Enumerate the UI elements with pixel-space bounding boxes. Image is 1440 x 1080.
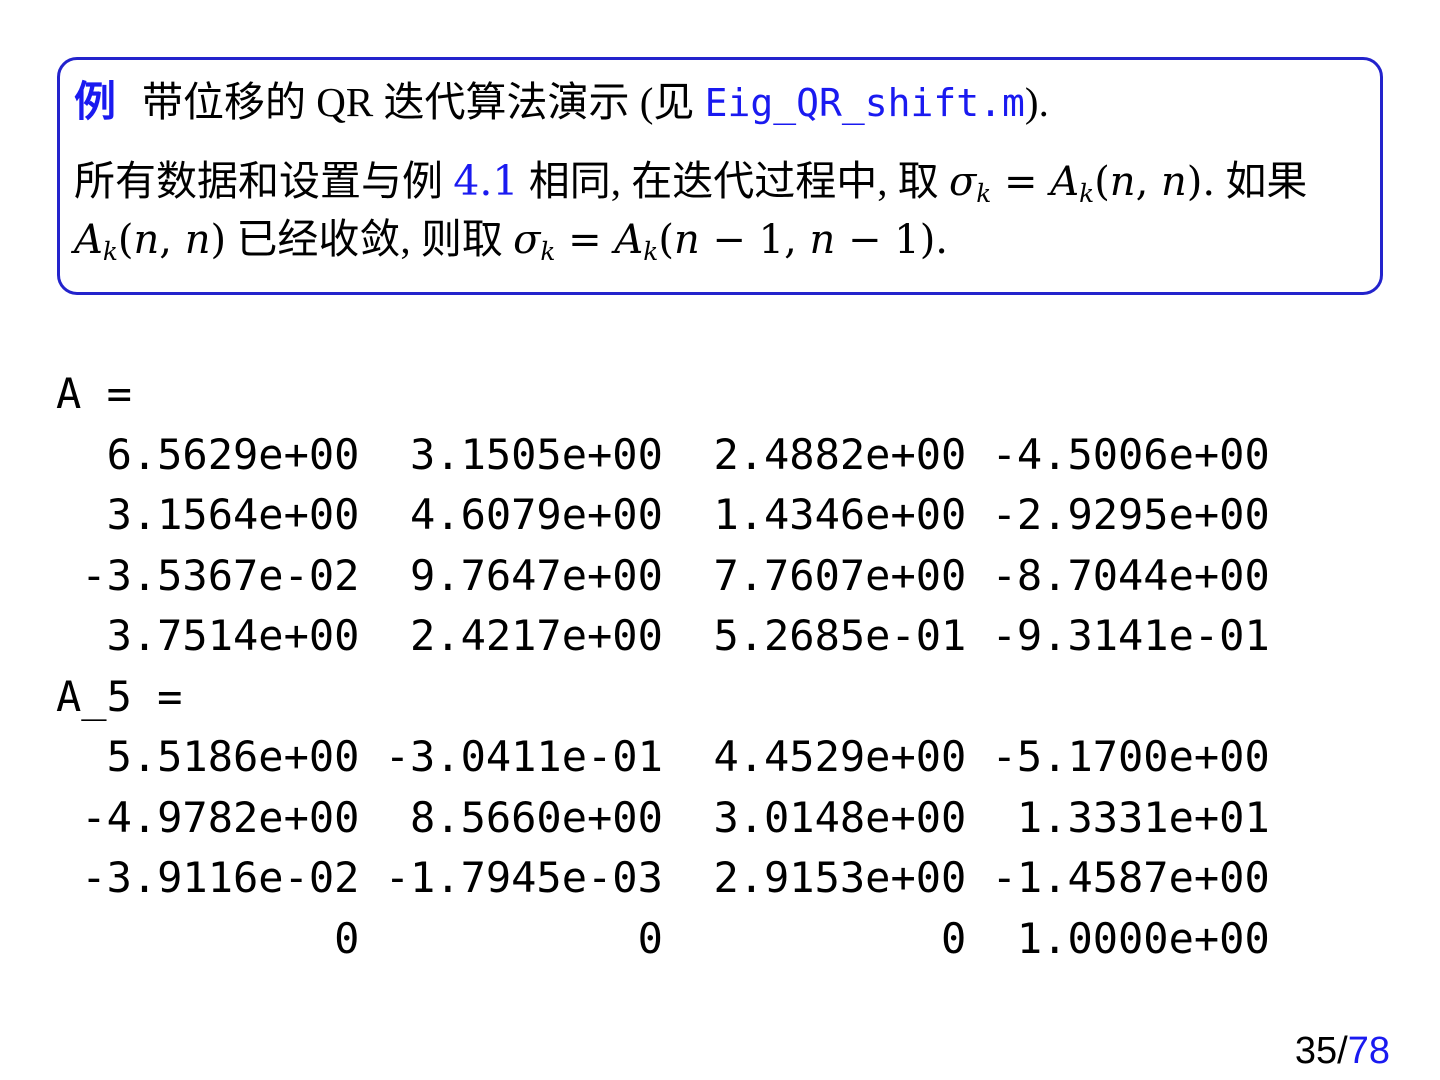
page-number: 35/78 <box>1295 1030 1390 1072</box>
page-separator: / <box>1337 1030 1348 1072</box>
matlab-console-output: A = 6.5629e+00 3.1505e+00 2.4882e+00 -4.… <box>56 369 1270 963</box>
body-text-seg2: 相同, 在迭代过程中, 取 <box>518 158 949 204</box>
example-title-suffix: ). <box>1024 79 1049 125</box>
example-title-line: 例带位移的 QR 迭代算法演示 (见 Eig_QR_shift.m). <box>74 76 1364 129</box>
page-current: 35 <box>1294 1030 1338 1072</box>
example-box: 例带位移的 QR 迭代算法演示 (见 Eig_QR_shift.m). 所有数据… <box>57 57 1383 295</box>
example-body-line-1: 所有数据和设置与例 4.1 相同, 在迭代过程中, 取 σk = Ak(n, n… <box>74 153 1364 211</box>
body-text-seg4: 已经收敛, 则取 <box>226 216 514 262</box>
matlab-file-link[interactable]: Eig_QR_shift.m <box>704 81 1025 125</box>
example-title-text: 带位移的 QR 迭代算法演示 (见 <box>142 79 705 125</box>
math-sigma-formula: σk = Ak(n, n). <box>948 159 1216 208</box>
page-total: 78 <box>1347 1030 1390 1072</box>
body-text-seg1: 所有数据和设置与例 <box>74 158 454 204</box>
body-text-seg3: 如果 <box>1215 158 1308 204</box>
math-akn-formula: Ak(n, n) <box>74 217 227 266</box>
example-ref-link[interactable]: 4.1 <box>453 157 519 205</box>
math-sigma-formula-2: σk = Ak(n − 1, n − 1). <box>513 217 949 266</box>
example-body-line-2: Ak(n, n) 已经收敛, 则取 σk = Ak(n − 1, n − 1). <box>74 211 1364 269</box>
example-marker: 例 <box>74 78 117 125</box>
